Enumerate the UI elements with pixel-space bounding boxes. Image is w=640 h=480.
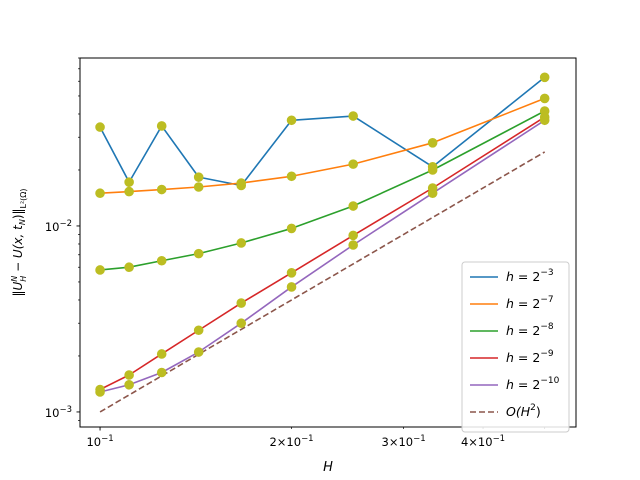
data-point-s4-1 (124, 379, 134, 390)
data-point-s3-1 (124, 370, 134, 380)
data-point-s2-6 (348, 201, 358, 211)
x-tick-label-0: 10−1 (86, 434, 113, 449)
data-point-s1-3 (193, 182, 204, 192)
data-point-s1-5 (286, 171, 297, 182)
data-point-s4-3 (193, 347, 204, 357)
data-point-s0-3 (193, 172, 204, 182)
data-point-s1-0 (95, 188, 105, 199)
data-point-s1-2 (156, 184, 167, 195)
data-point-s1-8 (539, 93, 550, 104)
data-point-s2-4 (236, 238, 247, 248)
data-point-s4-7 (427, 188, 438, 199)
legend-label-2: h = 2−8 (506, 322, 554, 338)
data-point-s3-4 (236, 298, 247, 308)
axes-frame (79, 57, 577, 428)
x-tick-label-3: 4×10−1 (461, 434, 505, 449)
x-tick-label-1: 2×10−1 (269, 434, 313, 449)
y-axis-label: ‖UNH − U(x, tN)‖L²(Ω) (10, 188, 28, 296)
data-point-s0-2 (156, 121, 167, 131)
legend-label-1: h = 2−7 (506, 295, 554, 311)
data-point-s4-2 (156, 367, 167, 378)
data-point-s2-1 (124, 262, 134, 273)
legend-label-4: h = 2−10 (506, 376, 560, 392)
legend-label-5: O(H2) (506, 403, 541, 419)
tick-layer: 10−1 2×10−1 3×10−1 4×10−1 10−3 10−2 (45, 57, 546, 449)
data-point-s3-3 (193, 325, 204, 336)
y-tick-label-1: 10−2 (45, 219, 72, 234)
x-tick-label-2: 3×10−1 (382, 434, 426, 449)
data-point-s2-2 (156, 255, 167, 266)
data-point-s2-5 (286, 223, 297, 234)
data-point-s1-1 (124, 186, 134, 197)
data-point-s0-6 (348, 111, 358, 121)
data-point-s4-0 (95, 387, 105, 397)
x-axis-label: H (323, 460, 333, 475)
legend: h = 2−3 h = 2−7 h = 2−8 h = 2−9 h = 2−10 O(H2… (461, 261, 570, 433)
legend-label-0: h = 2−3 (506, 268, 554, 284)
data-point-s3-5 (286, 268, 297, 278)
data-point-s1-6 (348, 159, 358, 169)
data-point-s0-8 (539, 72, 550, 83)
series-line-5 (99, 151, 546, 413)
data-point-s1-4 (236, 178, 247, 188)
data-point-s4-5 (286, 282, 297, 292)
data-point-s4-4 (236, 318, 247, 329)
data-point-s4-6 (348, 240, 358, 250)
data-point-s2-0 (95, 265, 105, 275)
data-point-s1-7 (427, 138, 438, 148)
data-point-s2-3 (193, 248, 204, 259)
series-line-2 (99, 110, 546, 271)
data-point-s4-8 (539, 115, 550, 126)
data-point-s3-2 (156, 349, 167, 359)
y-axis-label-text: ‖UNH − U(x, tN)‖L²(Ω) (10, 188, 28, 296)
data-point-s0-0 (95, 122, 105, 132)
legend-label-3: h = 2−9 (506, 349, 554, 365)
data-point-s0-5 (286, 115, 297, 126)
data-point-s2-7 (427, 165, 438, 175)
y-tick-label-0: 10−3 (45, 405, 72, 420)
data-point-s3-6 (348, 230, 358, 241)
marker-layer (95, 72, 550, 397)
data-point-s0-1 (124, 177, 134, 187)
series-line-0 (99, 76, 546, 187)
